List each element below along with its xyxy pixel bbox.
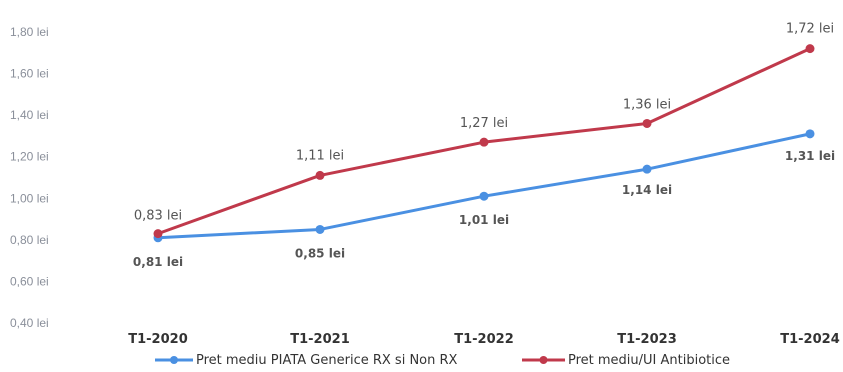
y-tick-label: 0,80 lei (10, 233, 49, 247)
data-point (642, 164, 652, 174)
data-point (315, 224, 325, 234)
y-tick-label: 0,60 lei (10, 274, 49, 288)
data-label: 0,81 lei (133, 255, 183, 269)
data-label: 1,01 lei (459, 213, 509, 227)
legend-label: Pret mediu PIATA Generice RX si Non RX (196, 353, 458, 368)
data-label: 1,11 lei (296, 148, 344, 163)
legend-label: Pret mediu/UI Antibiotice (568, 353, 730, 368)
data-point (805, 44, 815, 54)
data-point (315, 170, 325, 180)
x-tick-label: T1-2021 (290, 332, 350, 347)
x-tick-label: T1-2020 (128, 332, 188, 347)
data-label: 1,36 lei (623, 97, 671, 112)
x-tick-label: T1-2024 (780, 332, 840, 347)
data-label: 0,83 lei (134, 209, 182, 224)
y-tick-label: 1,20 lei (10, 150, 49, 164)
x-tick-label: T1-2022 (454, 332, 514, 347)
data-point (479, 191, 489, 201)
y-tick-label: 0,40 lei (10, 316, 49, 330)
x-tick-label: T1-2023 (617, 332, 677, 347)
data-point (805, 129, 815, 139)
y-tick-label: 1,00 lei (10, 191, 49, 205)
data-label: 1,27 lei (460, 116, 508, 131)
y-tick-label: 1,80 lei (10, 25, 49, 39)
data-label: 0,85 lei (295, 246, 345, 260)
data-label: 1,14 lei (622, 183, 672, 197)
legend-swatch-marker (539, 356, 548, 364)
y-tick-label: 1,40 lei (10, 108, 49, 122)
data-label: 1,31 lei (785, 149, 835, 163)
y-tick-label: 1,60 lei (10, 67, 49, 81)
data-label: 1,72 lei (786, 22, 834, 37)
legend-swatch-marker (170, 356, 178, 364)
data-point (479, 137, 489, 147)
data-point (642, 118, 652, 128)
data-point (153, 229, 163, 239)
